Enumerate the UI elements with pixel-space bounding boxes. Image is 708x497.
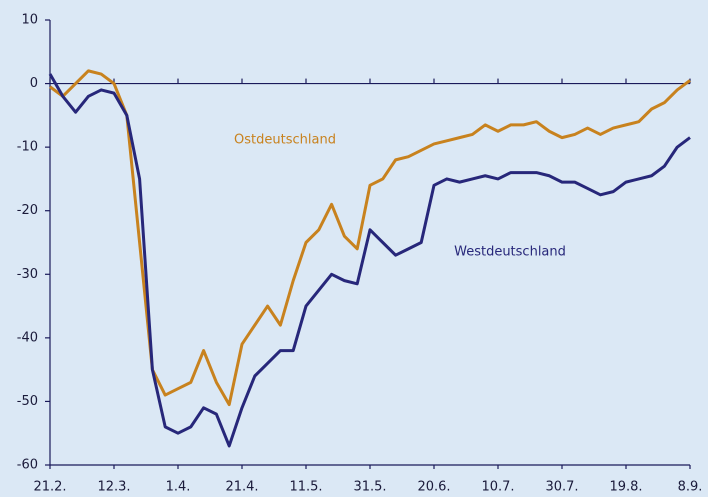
y-tick-label: -50 xyxy=(17,394,38,409)
series-line xyxy=(49,69,691,407)
x-tick-label: 31.5. xyxy=(353,480,386,495)
y-tick-label: -40 xyxy=(17,330,38,345)
y-tick-label: 10 xyxy=(21,13,38,28)
x-tick-label: 12.3. xyxy=(97,480,130,495)
y-tick-label: 0 xyxy=(30,76,38,91)
y-tick-label: -20 xyxy=(17,203,38,218)
y-tick-label: -30 xyxy=(17,267,38,282)
series-label: Westdeutschland xyxy=(454,245,566,260)
x-tick-label: 1.4. xyxy=(166,480,191,495)
x-tick-label: 8.9. xyxy=(678,480,703,495)
series-label: Ostdeutschland xyxy=(234,133,336,148)
x-tick-label: 21.2. xyxy=(33,480,66,495)
series-line xyxy=(48,73,691,448)
y-tick-label: -60 xyxy=(17,458,38,473)
x-tick-label: 20.6. xyxy=(417,480,450,495)
x-tick-label: 19.8. xyxy=(609,480,642,495)
x-tick-label: 30.7. xyxy=(545,480,578,495)
x-tick-label: 21.4. xyxy=(225,480,258,495)
x-tick-label: 10.7. xyxy=(481,480,514,495)
x-tick-label: 11.5. xyxy=(289,480,322,495)
y-tick-label: -10 xyxy=(17,140,38,155)
